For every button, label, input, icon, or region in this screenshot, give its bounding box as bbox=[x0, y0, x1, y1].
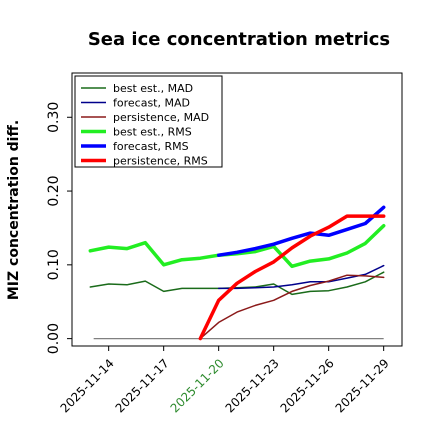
series-layer bbox=[88, 205, 386, 341]
legend-label: forecast, MAD bbox=[113, 97, 190, 110]
chart-title: Sea ice concentration metrics bbox=[88, 29, 390, 50]
y-tick-label: 0.20 bbox=[46, 175, 62, 206]
series-line-3 bbox=[199, 274, 385, 340]
series-line-5 bbox=[216, 205, 386, 257]
y-tick-label: 0.00 bbox=[46, 323, 62, 354]
x-tick-label: 2025-11-23 bbox=[223, 356, 282, 415]
legend-label: best est., MAD bbox=[113, 82, 193, 95]
legend-label: persistence, RMS bbox=[113, 155, 208, 168]
y-axis: 0.00 0.10 0.20 0.30 bbox=[46, 102, 72, 354]
x-tick-label: 2025-11-14 bbox=[58, 356, 117, 415]
y-tick-label: 0.10 bbox=[46, 249, 62, 280]
x-tick-label: 2025-11-20 bbox=[168, 356, 227, 415]
legend-label: persistence, MAD bbox=[113, 111, 209, 124]
legend-box bbox=[74, 75, 223, 168]
x-tick-label: 2025-11-26 bbox=[278, 356, 337, 415]
x-tick-label: 2025-11-17 bbox=[113, 356, 172, 415]
x-tick-label: 2025-11-29 bbox=[333, 356, 392, 415]
series-line-2 bbox=[217, 264, 385, 290]
legend-label: forecast, RMS bbox=[113, 140, 189, 153]
plot-area-frame bbox=[71, 72, 403, 347]
x-axis: 2025-11-142025-11-172025-11-202025-11-23… bbox=[58, 346, 392, 415]
y-tick-label: 0.30 bbox=[46, 102, 62, 133]
series-line-6 bbox=[198, 214, 386, 341]
legend-label: best est., RMS bbox=[113, 126, 192, 139]
y-axis-label: MIZ concentration diff. bbox=[6, 120, 22, 300]
